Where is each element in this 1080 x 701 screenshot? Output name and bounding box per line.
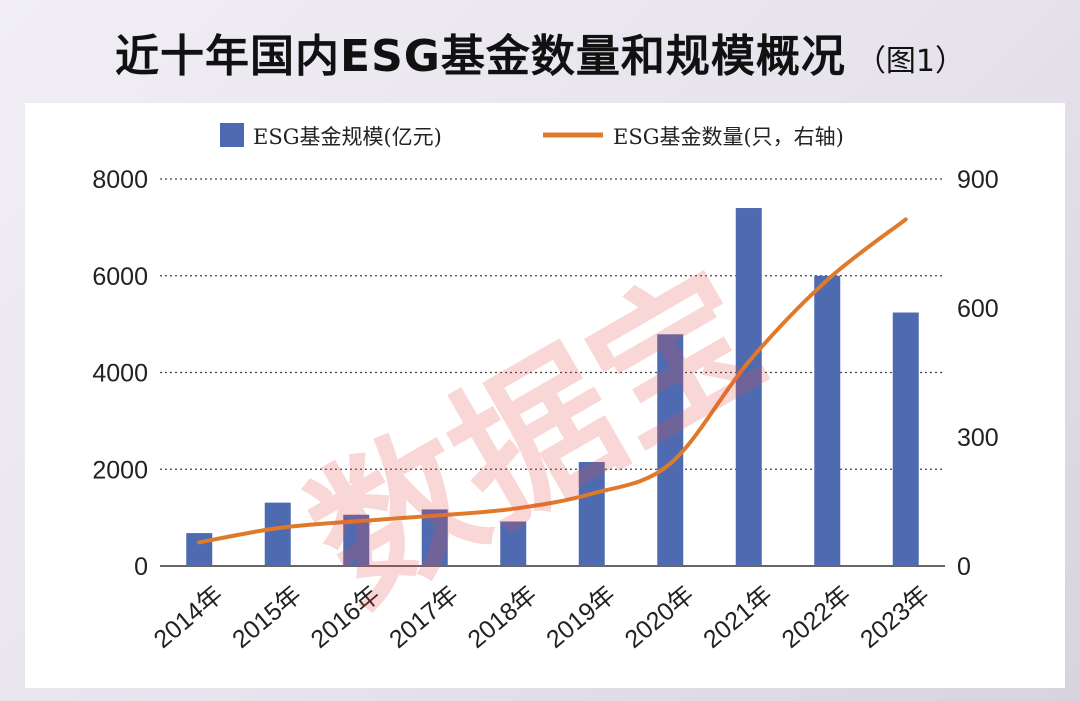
- bar: [421, 509, 448, 566]
- fund-count-line: [197, 217, 908, 545]
- right-y-axis: 0 300 600 900: [957, 166, 999, 581]
- bar: [657, 334, 684, 566]
- left-axis-tick-label: 4000: [92, 360, 148, 388]
- left-axis-tick-label: 8000: [92, 166, 148, 194]
- x-axis-category-label: 2023年: [855, 581, 935, 654]
- x-axis-category-label: 2019年: [541, 581, 621, 654]
- bar: [186, 533, 213, 566]
- legend-line-label: ESG基金数量(只，右轴): [613, 125, 844, 149]
- x-axis: 2014年2015年2016年2017年2018年2019年2020年2021年…: [149, 581, 935, 654]
- line-series: [197, 217, 908, 545]
- bar: [500, 521, 527, 566]
- right-axis-tick-label: 900: [957, 166, 999, 194]
- bar: [814, 275, 841, 566]
- x-axis-category-label: 2014年: [149, 581, 229, 654]
- chart-panel: 0 2000 4000 6000 8000 0 300 600 900 2014年 2015年 2…: [25, 103, 1065, 688]
- x-axis-category-label: 2021年: [698, 581, 778, 654]
- bar: [892, 312, 919, 566]
- left-axis-tick-label: 6000: [92, 263, 148, 291]
- x-axis-category-label: 2015年: [227, 581, 307, 654]
- chart-title: 近十年国内ESG基金数量和规模概况 （图1）: [0, 20, 1080, 84]
- bar: [735, 208, 762, 566]
- left-axis-tick-label: 2000: [92, 456, 148, 484]
- x-axis-category-label: 2018年: [463, 581, 543, 654]
- legend: ESG基金规模(亿元) ESG基金数量(只，右轴): [220, 123, 844, 149]
- bar: [264, 502, 291, 566]
- watermark: 数据宝: [281, 237, 790, 639]
- x-axis-category-label: 2020年: [620, 581, 700, 654]
- right-axis-tick-label: 300: [957, 424, 999, 452]
- legend-bar-label: ESG基金规模(亿元): [253, 125, 442, 149]
- chart-title-figure-number: （图1）: [855, 44, 965, 79]
- x-axis-category-label: 2022年: [777, 581, 857, 654]
- right-axis-tick-label: 0: [957, 553, 971, 581]
- left-axis-tick-label: 0: [134, 553, 148, 581]
- bar: [578, 461, 605, 566]
- gridlines: [160, 178, 945, 567]
- left-y-axis: 0 2000 4000 6000 8000: [92, 166, 148, 581]
- chart-title-main: 近十年国内ESG基金数量和规模概况: [115, 31, 846, 82]
- right-axis-tick-label: 600: [957, 295, 999, 323]
- legend-bar-swatch: [220, 123, 244, 147]
